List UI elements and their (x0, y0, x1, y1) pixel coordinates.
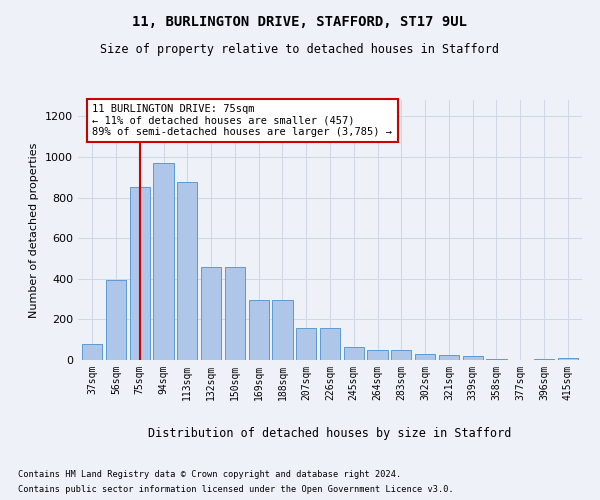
Bar (130, 188, 150, 360)
Bar (391, 350, 412, 360)
Bar (225, 266, 245, 360)
Text: Size of property relative to detached houses in Stafford: Size of property relative to detached ho… (101, 42, 499, 56)
Bar (272, 300, 293, 360)
Bar (439, 355, 459, 360)
Bar (106, 280, 126, 360)
Y-axis label: Number of detached properties: Number of detached properties (29, 142, 40, 318)
Bar (344, 347, 364, 360)
Bar (487, 359, 506, 360)
Bar (177, 182, 197, 360)
Text: Contains public sector information licensed under the Open Government Licence v3: Contains public sector information licen… (18, 485, 454, 494)
Text: Distribution of detached houses by size in Stafford: Distribution of detached houses by size … (148, 428, 512, 440)
Bar (296, 328, 316, 360)
Bar (415, 354, 435, 360)
Bar (557, 358, 578, 360)
Bar (248, 300, 269, 360)
Bar (201, 266, 221, 360)
Text: 11, BURLINGTON DRIVE, STAFFORD, ST17 9UL: 11, BURLINGTON DRIVE, STAFFORD, ST17 9UL (133, 15, 467, 29)
Bar (82, 344, 103, 360)
Bar (534, 359, 554, 360)
Bar (463, 356, 483, 360)
Text: Contains HM Land Registry data © Crown copyright and database right 2024.: Contains HM Land Registry data © Crown c… (18, 470, 401, 479)
Text: 11 BURLINGTON DRIVE: 75sqm
← 11% of detached houses are smaller (457)
89% of sem: 11 BURLINGTON DRIVE: 75sqm ← 11% of deta… (92, 104, 392, 138)
Bar (320, 328, 340, 360)
Bar (367, 350, 388, 360)
Bar (154, 163, 173, 360)
